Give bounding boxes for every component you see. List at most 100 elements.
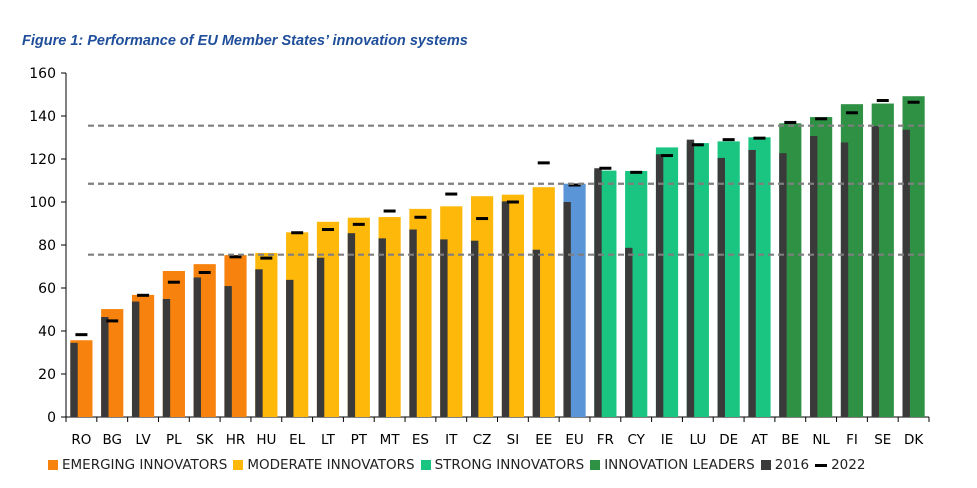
legend-label-emerging: EMERGING INNOVATORS bbox=[62, 457, 228, 473]
bar-2016-ie bbox=[655, 154, 664, 417]
marker-2022-sk bbox=[198, 271, 211, 275]
bar-2016-bg bbox=[101, 317, 109, 417]
marker-2022-es bbox=[414, 215, 427, 219]
bar-2016-ee bbox=[532, 249, 541, 417]
x-tick-label: DE bbox=[719, 432, 738, 448]
y-tick-label: 0 bbox=[47, 410, 56, 426]
bar-2016-fr bbox=[594, 168, 602, 417]
legend-label-strong: STRONG INNOVATORS bbox=[434, 457, 585, 473]
bar-2016-pt bbox=[347, 233, 356, 417]
x-tick-label: IT bbox=[445, 432, 458, 448]
bar-2016-dk bbox=[902, 129, 910, 417]
x-tick-label: NL bbox=[812, 432, 830, 448]
x-tick-label: BE bbox=[781, 432, 799, 448]
bar-2016-lt bbox=[316, 257, 325, 417]
x-tick-label: BG bbox=[102, 432, 122, 448]
bar-2016-eu bbox=[563, 202, 571, 417]
marker-2022-pt bbox=[352, 222, 365, 226]
bar-2016-nl bbox=[810, 135, 818, 417]
x-tick-label: FR bbox=[597, 432, 614, 448]
legend-item-emerging: EMERGING INNOVATORS bbox=[48, 457, 227, 473]
marker-2022-lt bbox=[321, 228, 334, 232]
bar-2016-hr bbox=[224, 286, 232, 417]
bar-2016-cy bbox=[625, 247, 633, 417]
x-tick-label: EE bbox=[535, 432, 552, 448]
x-tick-label: FI bbox=[846, 432, 858, 448]
marker-2022-pl bbox=[167, 280, 180, 284]
bar-2016-de bbox=[717, 157, 725, 418]
bar-2016-el bbox=[286, 279, 294, 417]
bar-2016-lu bbox=[686, 139, 695, 417]
x-tick-label: ES bbox=[412, 432, 429, 448]
marker-2022-lu bbox=[691, 143, 704, 147]
bar-2016-be bbox=[779, 153, 787, 417]
marker-2022-cy bbox=[630, 170, 643, 174]
bar-2016-se bbox=[871, 126, 880, 417]
marker-2022-fi bbox=[845, 111, 858, 115]
x-tick-label: DK bbox=[904, 432, 924, 448]
x-tick-label: PT bbox=[351, 432, 368, 448]
marker-2022-dk bbox=[907, 100, 920, 104]
marker-2022-fr bbox=[599, 166, 612, 170]
bar-2016-cz bbox=[470, 240, 479, 417]
bar-2016-lv bbox=[131, 301, 140, 417]
x-tick-label: HR bbox=[226, 432, 246, 448]
x-tick-label: PL bbox=[166, 432, 182, 448]
x-tick-label: EU bbox=[565, 432, 583, 448]
y-tick-label: 60 bbox=[38, 281, 56, 297]
legend-swatch-emerging bbox=[48, 460, 58, 470]
bar-2016-hu bbox=[255, 269, 263, 417]
x-tick-label: CY bbox=[627, 432, 645, 448]
bar-2016-fi bbox=[840, 142, 849, 417]
x-tick-label: SI bbox=[507, 432, 520, 448]
marker-2022-si bbox=[506, 200, 519, 204]
legend-item-2022: 2022 bbox=[815, 457, 865, 473]
marker-2022-ie bbox=[661, 154, 674, 158]
chart-legend: EMERGING INNOVATORS MODERATE INNOVATORS … bbox=[48, 457, 871, 473]
marker-2022-lv bbox=[137, 293, 150, 297]
marker-2022-el bbox=[291, 231, 304, 235]
innovation-performance-chart: 0 20 40 60 80 100 120 140 160 RO BG LV PL SK HR HU EL LT P… bbox=[29, 66, 930, 448]
legend-item-2016: 2016 bbox=[760, 457, 810, 473]
legend-item-strong: STRONG INNOVATORS bbox=[420, 457, 585, 473]
marker-2022-de bbox=[722, 138, 735, 142]
legend-item-moderate: MODERATE INNOVATORS bbox=[233, 457, 415, 473]
marker-2022-eu bbox=[568, 183, 581, 187]
y-tick-label: 20 bbox=[38, 367, 56, 383]
marker-2022-ee bbox=[537, 161, 550, 165]
legend-swatch-2022 bbox=[815, 463, 828, 467]
bar-2016-es bbox=[409, 229, 417, 417]
bar-2016-mt bbox=[378, 238, 386, 417]
x-tick-label: EL bbox=[289, 432, 306, 448]
bar-2016-si bbox=[501, 201, 510, 417]
bar-2016-ro bbox=[70, 342, 78, 417]
legend-label-moderate: MODERATE INNOVATORS bbox=[247, 457, 415, 473]
x-tick-label: SK bbox=[196, 432, 215, 448]
x-tick-label: LV bbox=[135, 432, 151, 448]
x-tick-label: LU bbox=[689, 432, 706, 448]
marker-2022-nl bbox=[815, 117, 828, 121]
legend-swatch-2016 bbox=[760, 460, 771, 470]
marker-2022-hu bbox=[260, 256, 273, 260]
x-tick-label: MT bbox=[380, 432, 401, 448]
legend-swatch-leader bbox=[590, 460, 601, 470]
legend-swatch-strong bbox=[420, 460, 431, 470]
x-tick-label: HU bbox=[256, 432, 276, 448]
legend-label-2022: 2022 bbox=[831, 457, 866, 473]
bar-2016-pl bbox=[162, 298, 171, 417]
legend-label-2016: 2016 bbox=[774, 457, 810, 473]
x-tick-label: LT bbox=[321, 432, 336, 448]
marker-2022-mt bbox=[383, 209, 396, 213]
marker-2022-ro bbox=[75, 333, 88, 337]
bar-2016-at bbox=[748, 149, 756, 417]
marker-2022-at bbox=[753, 136, 766, 140]
y-tick-label: 100 bbox=[29, 195, 56, 211]
x-tick-label: AT bbox=[751, 432, 768, 448]
marker-2022-it bbox=[445, 192, 458, 196]
legend-swatch-moderate bbox=[233, 460, 244, 470]
marker-2022-be bbox=[784, 120, 797, 124]
y-tick-label: 140 bbox=[29, 109, 56, 125]
x-tick-label: RO bbox=[71, 432, 91, 448]
y-tick-label: 120 bbox=[29, 152, 56, 168]
y-tick-label: 40 bbox=[38, 324, 56, 340]
